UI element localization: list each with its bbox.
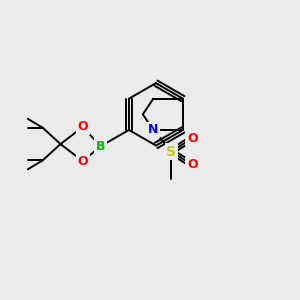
Text: O: O: [187, 158, 197, 171]
Text: S: S: [167, 145, 176, 159]
Text: O: O: [187, 132, 197, 145]
Text: O: O: [77, 121, 88, 134]
Text: O: O: [77, 154, 88, 168]
Text: N: N: [148, 123, 158, 136]
Text: B: B: [96, 140, 105, 153]
